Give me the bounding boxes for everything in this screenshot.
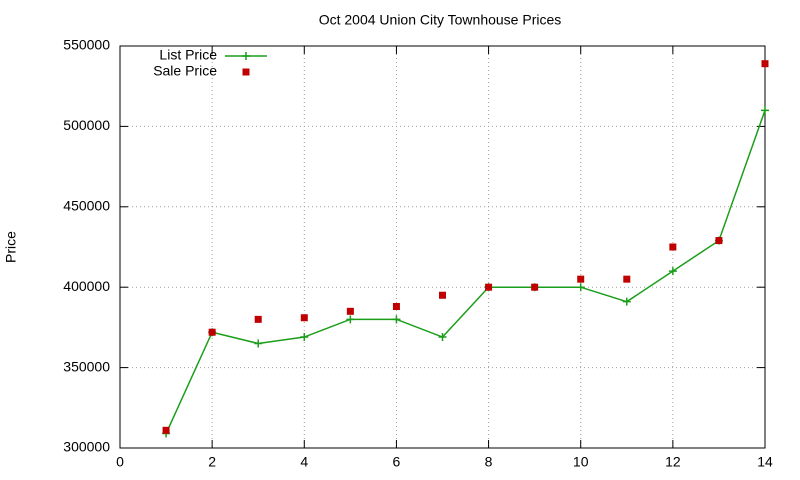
y-axis-label: Price — [3, 231, 19, 263]
y-tick-label: 500000 — [63, 117, 110, 133]
point — [439, 291, 446, 299]
point — [254, 339, 263, 348]
point — [392, 315, 401, 324]
point — [485, 283, 493, 291]
x-tick-label: 14 — [757, 454, 773, 470]
series-line — [165, 110, 766, 434]
point — [668, 267, 677, 276]
point — [622, 297, 631, 306]
chart-title: Oct 2004 Union City Townhouse Prices — [319, 12, 562, 28]
point — [761, 106, 769, 115]
x-tick-label: 12 — [665, 454, 681, 470]
point — [577, 275, 585, 283]
x-tick-label: 6 — [393, 454, 401, 470]
y-tick-label: 400000 — [63, 278, 110, 294]
y-tick-label: 300000 — [63, 439, 110, 455]
point — [254, 315, 262, 323]
y-tick-label: 450000 — [63, 198, 110, 214]
point — [531, 283, 539, 291]
point — [300, 314, 308, 322]
x-tick-label: 0 — [116, 454, 124, 470]
point — [623, 275, 631, 283]
legend-swatch — [242, 52, 250, 60]
point — [300, 333, 309, 342]
x-tick-label: 4 — [300, 454, 308, 470]
point — [208, 328, 216, 336]
legend-swatch — [242, 68, 250, 76]
x-tick-label: 2 — [208, 454, 216, 470]
point — [392, 302, 400, 310]
x-tick-label: 8 — [485, 454, 493, 470]
point — [438, 333, 447, 342]
point — [346, 315, 355, 324]
y-tick-label: 550000 — [63, 37, 110, 53]
plot-frame — [119, 45, 766, 449]
point — [576, 283, 585, 292]
x-tick-label: 10 — [573, 454, 589, 470]
legend-label: Sale Price — [153, 63, 217, 79]
legend-label: List Price — [159, 47, 217, 63]
point — [346, 307, 354, 315]
point — [669, 243, 677, 251]
y-tick-label: 350000 — [63, 358, 110, 374]
point — [715, 237, 723, 245]
point — [162, 426, 170, 434]
point — [761, 60, 769, 68]
